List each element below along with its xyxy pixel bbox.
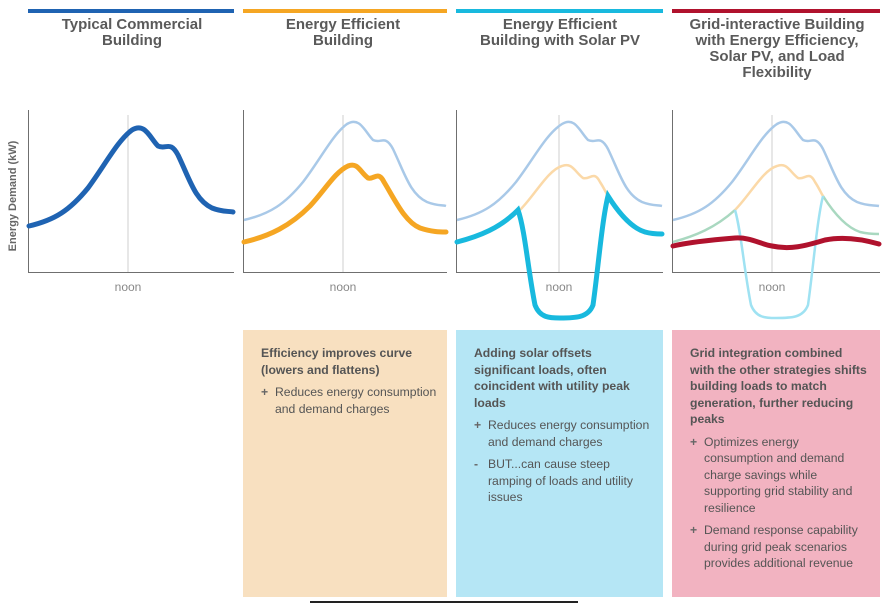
y-axis-line: [243, 110, 244, 273]
box-heading: Grid integration combined with the other…: [690, 346, 867, 426]
list-item-text: BUT...can cause steep ramping of loads a…: [488, 457, 633, 504]
chart-panel-2: [243, 110, 447, 273]
box-heading: Efficiency improves curve (lowers and fl…: [261, 346, 413, 377]
efficiency-description-box: Efficiency improves curve (lowers and fl…: [243, 330, 447, 597]
column-1-color-bar: [28, 9, 234, 13]
efficient-load-curve-faded: [734, 163, 825, 211]
grid-interactive-load-curve: [670, 235, 882, 251]
y-axis-line: [672, 110, 673, 273]
plus-icon: +: [690, 434, 698, 449]
x-axis-line: [243, 272, 447, 273]
chart-panel-4: [672, 110, 880, 273]
list-item-text: Reduces energy consumption and demand ch…: [488, 418, 650, 449]
column-4-title: Grid-interactive Building with Energy Ef…: [689, 16, 865, 81]
y-axis-line: [28, 110, 29, 273]
column-3-title: Energy Efficient Building with Solar PV: [480, 16, 641, 49]
typical-load-curve-faded: [672, 120, 880, 222]
load-curves: [26, 115, 882, 321]
solar-green-curve-faded: [672, 195, 880, 244]
grid-interactive-description-box: Grid integration combined with the other…: [672, 330, 880, 597]
noon-label-3: noon: [545, 280, 573, 294]
plus-icon: +: [261, 385, 269, 399]
typical-load-curve: [26, 125, 236, 229]
list-item: - BUT...can cause steep ramping of loads…: [474, 456, 653, 506]
noon-label-4: noon: [758, 280, 786, 294]
minus-icon: -: [474, 457, 479, 471]
chart-panel-3: [456, 110, 663, 273]
x-axis-line: [672, 272, 880, 273]
typical-load-curve-faded: [243, 120, 447, 222]
plus-icon: +: [474, 418, 482, 432]
solar-load-curve-faded: [733, 195, 825, 320]
x-axis-line: [28, 272, 234, 273]
column-3-color-bar: [456, 9, 663, 13]
x-axis-line: [456, 272, 663, 273]
noon-label-2: noon: [329, 280, 357, 294]
column-2-color-bar: [243, 9, 447, 13]
efficient-load-curve: [241, 162, 449, 245]
list-item-text: Reduces energy consumption and demand ch…: [275, 385, 437, 416]
noon-label-1: noon: [114, 280, 142, 294]
plus-icon: +: [690, 523, 698, 537]
solar-description-box: Adding solar offsets significant loads, …: [456, 330, 663, 597]
efficient-load-curve-faded: [519, 163, 610, 211]
list-item-text: Optimizes energy consumption and demand …: [704, 434, 853, 515]
column-1-title: Typical Commercial Building: [61, 16, 203, 49]
box-heading: Adding solar offsets significant loads, …: [474, 346, 630, 410]
column-4-color-bar: [672, 9, 880, 13]
list-item: + Demand response capability during grid…: [690, 522, 870, 572]
y-axis-line: [456, 110, 457, 273]
bottom-divider: [310, 601, 578, 603]
typical-load-curve-faded: [456, 120, 663, 222]
list-item-text: Demand response capability during grid p…: [704, 523, 858, 570]
solar-load-curve: [454, 189, 665, 321]
chart-panel-1: [28, 110, 234, 273]
list-item: + Reduces energy consumption and demand …: [261, 384, 437, 417]
list-item: + Reduces energy consumption and demand …: [474, 417, 653, 450]
list-item: + Optimizes energy consumption and deman…: [690, 434, 870, 517]
column-2-title: Energy Efficient Building: [285, 16, 401, 49]
